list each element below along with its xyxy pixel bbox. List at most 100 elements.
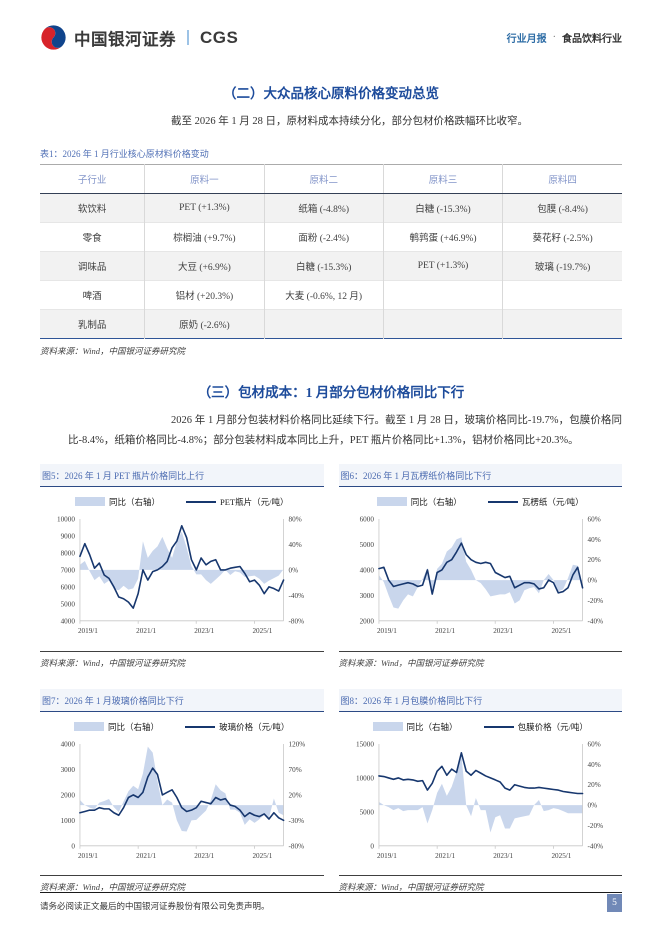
raw-material-price-table: 子行业 原料一 原料二 原料三 原料四 软饮料 PET (+1.3%) 纸箱 (-4.8%)… <box>40 163 622 339</box>
figure-6: 图6：2026 年 1 月瓦楞纸价格同比下行 同比（右轴） 瓦楞纸（元/吨） 6… <box>338 463 623 669</box>
svg-text:2023/1: 2023/1 <box>493 851 513 859</box>
table-header-cell: 原料三 <box>382 164 503 194</box>
figure-6-title: 图6：2026 年 1 月瓦楞纸价格同比下行 <box>338 463 622 487</box>
legend-item-yoy: 同比（右轴） <box>75 496 160 508</box>
svg-text:2025/1: 2025/1 <box>551 851 571 859</box>
table-cell: 葵花籽 (-2.5%) <box>502 221 622 252</box>
table-row: 乳制品 原奶 (-2.6%) <box>40 308 622 339</box>
svg-text:0: 0 <box>370 842 374 850</box>
table-cell: 纸箱 (-4.8%) <box>263 192 384 223</box>
svg-text:2019/1: 2019/1 <box>78 627 98 635</box>
line-swatch-icon <box>483 725 514 728</box>
legend-item-yoy: 同比（右轴） <box>74 721 159 733</box>
svg-text:2019/1: 2019/1 <box>376 627 396 635</box>
svg-text:15000: 15000 <box>356 740 374 748</box>
legend-item-price: PET瓶片（元/吨） <box>186 496 289 508</box>
table-source: 资料来源：Wind，中国银河证券研究院 <box>40 345 185 356</box>
svg-text:2023/1: 2023/1 <box>194 851 214 859</box>
svg-text:5000: 5000 <box>359 541 374 549</box>
svg-text:4000: 4000 <box>61 740 76 748</box>
svg-text:20%: 20% <box>587 556 600 564</box>
figure-5-title: 图5：2026 年 1 月 PET 瓶片价格同比上行 <box>40 463 324 487</box>
table-cell: PET (+1.3%) <box>382 250 503 281</box>
table-row: 软饮料 PET (+1.3%) 纸箱 (-4.8%) 白糖 (-15.3%) 包膜 (-… <box>40 192 622 223</box>
svg-text:-40%: -40% <box>587 617 603 625</box>
area-swatch-icon <box>376 497 407 507</box>
logo-text-cn: 中国银河证券 <box>74 30 176 49</box>
table-cell <box>263 308 384 339</box>
svg-text:2019/1: 2019/1 <box>376 851 396 859</box>
svg-text:-40%: -40% <box>587 842 603 850</box>
table-cell: 白糖 (-15.3%) <box>382 192 503 223</box>
area-swatch-icon <box>74 722 105 732</box>
table-cell <box>382 308 503 339</box>
svg-text:2019/1: 2019/1 <box>78 851 98 859</box>
svg-text:120%: 120% <box>289 740 306 748</box>
table-row: 啤酒 铝材 (+20.3%) 大麦 (-0.6%, 12 月) <box>40 279 622 310</box>
figure-6-chart-area: 同比（右轴） 瓦楞纸（元/吨） 6000 5000 4000 3000 2000 60% 4… <box>338 496 623 652</box>
figure-7: 图7：2026 年 1 月玻璃价格同比下行 同比（右轴） 玻璃价格（元/吨） 4… <box>40 688 324 894</box>
section-2-paragraph: 截至 2026 年 1 月 28 日，原材料成本持续分化，部分包材价格跌幅环比收… <box>171 116 528 127</box>
page-footer: 请务必阅读正文最后的中国银河证券股份有限公司免责声明。 5 <box>40 892 622 912</box>
line-swatch-icon <box>487 500 518 503</box>
svg-text:2021/1: 2021/1 <box>136 627 156 635</box>
svg-text:2023/1: 2023/1 <box>194 627 214 635</box>
table-cell: 面粉 (-2.4%) <box>263 221 384 252</box>
page-header: 中国银河证券 CGS 行业月报 · 食品饮料行业 <box>40 0 622 51</box>
svg-text:10000: 10000 <box>356 774 374 782</box>
svg-text:1000: 1000 <box>61 816 76 824</box>
logo-divider <box>187 30 189 45</box>
table-cell <box>502 308 622 339</box>
table-cell: 包膜 (-8.4%) <box>502 192 622 223</box>
svg-text:2021/1: 2021/1 <box>435 851 455 859</box>
svg-text:4000: 4000 <box>359 566 374 574</box>
svg-text:2025/1: 2025/1 <box>252 851 272 859</box>
table-row: 零食 棕榈油 (+9.7%) 面粉 (-2.4%) 鹌鹑蛋 (+46.9%) 葵花籽 (… <box>40 221 622 252</box>
figure-8: 图8：2026 年 1 月包膜价格同比下行 同比（右轴） 包膜价格（元/吨） 1… <box>338 688 622 894</box>
table-cell: 鹌鹑蛋 (+46.9%) <box>382 221 503 252</box>
table-cell: 啤酒 <box>40 279 145 310</box>
svg-text:0%: 0% <box>587 576 597 584</box>
svg-text:-40%: -40% <box>289 592 305 600</box>
figure-8-chart-area: 同比（右轴） 包膜价格（元/吨） 15000 10000 5000 0 60% 40% 20… <box>338 721 622 877</box>
figure-5: 图5：2026 年 1 月 PET 瓶片价格同比上行 同比（右轴） PET瓶片（… <box>40 463 324 669</box>
svg-text:60%: 60% <box>587 515 600 523</box>
svg-text:2000: 2000 <box>61 791 76 799</box>
svg-text:70%: 70% <box>289 765 302 773</box>
svg-text:40%: 40% <box>587 760 600 768</box>
figure-6-legend: 同比（右轴） 瓦楞纸（元/吨） <box>339 496 623 508</box>
line-swatch-icon <box>186 500 217 503</box>
table-row: 调味品 大豆 (+6.9%) 白糖 (-15.3%) PET (+1.3%) 玻璃 (-… <box>40 250 622 281</box>
industry-name: 食品饮料行业 <box>562 34 622 45</box>
section-heading-2: （二）大众品核心原料价格变动总览 <box>223 86 439 101</box>
table-cell: PET (+1.3%) <box>144 192 265 223</box>
figure-5-legend: 同比（右轴） PET瓶片（元/吨） <box>40 496 324 508</box>
svg-text:20%: 20% <box>587 781 600 789</box>
svg-text:40%: 40% <box>587 536 600 544</box>
figure-7-legend: 同比（右轴） 玻璃价格（元/吨） <box>40 721 324 733</box>
table-cell: 软饮料 <box>40 192 145 223</box>
table-cell: 零食 <box>40 221 145 252</box>
svg-text:20%: 20% <box>289 791 302 799</box>
table-header-cell: 原料四 <box>502 164 622 194</box>
svg-text:6000: 6000 <box>61 583 76 591</box>
dot-separator: · <box>552 32 556 43</box>
svg-text:2025/1: 2025/1 <box>252 627 272 635</box>
table-cell: 玻璃 (-19.7%) <box>502 250 622 281</box>
svg-text:0%: 0% <box>289 566 299 574</box>
figure-5-chart-area: 同比（右轴） PET瓶片（元/吨） 10000 9000 8000 7000 6000 5… <box>40 496 324 652</box>
disclaimer-text: 请务必阅读正文最后的中国银河证券股份有限公司免责声明。 <box>40 901 270 911</box>
svg-text:2023/1: 2023/1 <box>493 627 513 635</box>
table-cell <box>382 279 503 310</box>
figure-7-chart-area: 同比（右轴） 玻璃价格（元/吨） 4000 3000 2000 1000 0 120% 70… <box>40 721 324 877</box>
doc-type: 行业月报 <box>506 34 547 45</box>
svg-text:2021/1: 2021/1 <box>136 851 156 859</box>
svg-text:10000: 10000 <box>57 515 75 523</box>
section-heading-3: （三）包材成本：1 月部分包材价格同比下行 <box>197 384 465 400</box>
table-cell: 乳制品 <box>40 308 145 339</box>
figure-7-source: 资料来源：Wind，中国银河证券研究院 <box>40 882 185 893</box>
chart-canvas-film: 15000 10000 5000 0 60% 40% 20% 0% -20% -40% 2019/1… <box>356 740 603 859</box>
galaxy-swirl-icon <box>41 25 66 50</box>
table-header-cell: 原料一 <box>144 164 265 194</box>
table-header-cell: 子行业 <box>40 164 145 194</box>
